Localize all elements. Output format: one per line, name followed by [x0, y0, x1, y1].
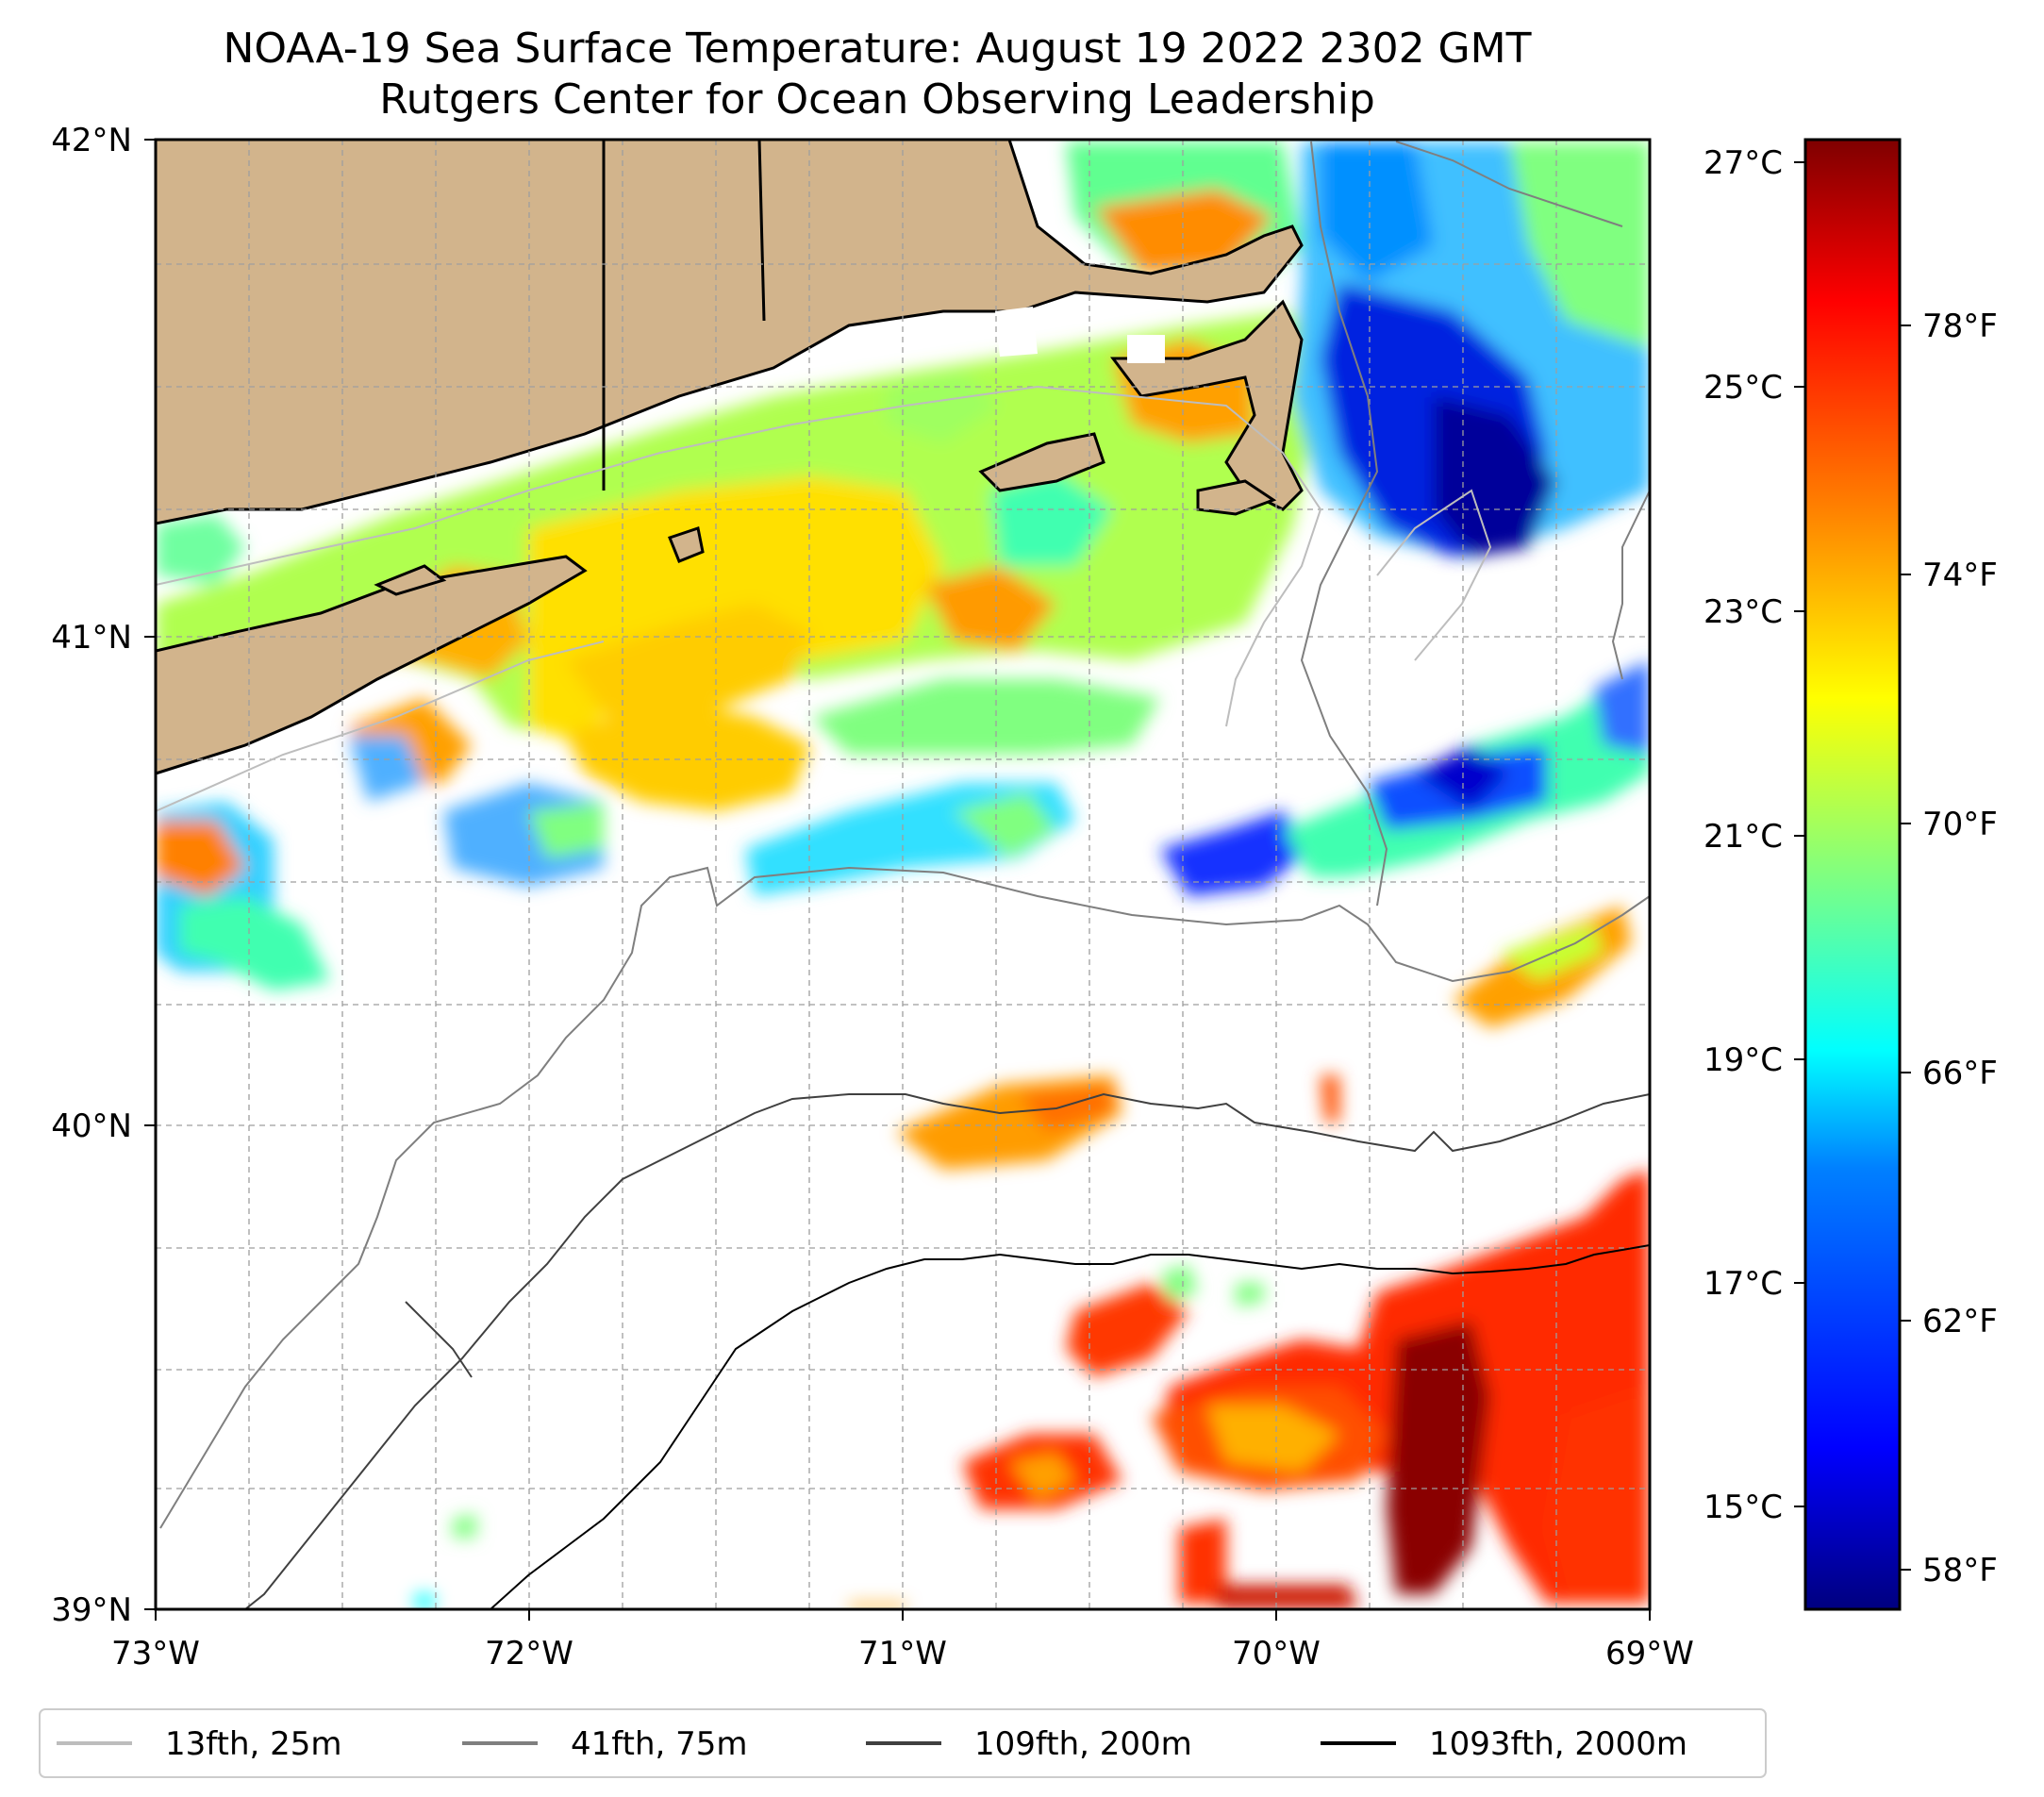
title-line-1: NOAA-19 Sea Surface Temperature: August … — [224, 25, 1532, 73]
y-tick-label: 41°N — [51, 619, 132, 657]
fahrenheit-tick-label: 74°F — [1922, 557, 1998, 594]
x-tick-label: 73°W — [111, 1635, 200, 1672]
legend-item-109fth: 109fth, 200m — [866, 1725, 1192, 1763]
celsius-tick-label: 27°C — [1703, 144, 1783, 182]
celsius-tick-label: 23°C — [1703, 593, 1783, 631]
fahrenheit-tick-label: 62°F — [1922, 1303, 1998, 1340]
x-tick-label: 70°W — [1232, 1635, 1321, 1672]
contour-25m — [156, 385, 1492, 812]
colorbar-gradient — [1803, 138, 1902, 1611]
fahrenheit-tick-label: 78°F — [1922, 308, 1998, 345]
y-tick-label: 42°N — [51, 122, 132, 159]
fahrenheit-tick-label: 70°F — [1922, 806, 1998, 843]
sst-field — [156, 141, 1650, 1609]
x-tick-label: 71°W — [858, 1635, 947, 1672]
celsius-ticks: 27°C 25°C 23°C 21°C 19°C 17°C 15°C — [1703, 144, 1805, 1526]
legend-item-13fth: 13fth, 25m — [57, 1725, 342, 1763]
legend-label: 13fth, 25m — [165, 1725, 342, 1763]
title-line-2: Rutgers Center for Ocean Observing Leade… — [379, 75, 1375, 124]
celsius-tick-label: 17°C — [1703, 1265, 1783, 1303]
legend: 13fth, 25m 41fth, 75m 109fth, 200m 1093f… — [39, 1708, 1767, 1778]
fahrenheit-tick-label: 66°F — [1922, 1055, 1998, 1092]
celsius-tick-label: 25°C — [1703, 369, 1783, 407]
celsius-tick-label: 21°C — [1703, 818, 1783, 856]
legend-label: 109fth, 200m — [974, 1725, 1192, 1763]
land — [156, 140, 1304, 775]
y-tick-label: 39°N — [51, 1591, 132, 1629]
x-tick-label: 69°W — [1605, 1635, 1694, 1672]
grid-lines — [156, 140, 1650, 1609]
x-tick-labels: 73°W 72°W 71°W 70°W 69°W — [111, 1635, 1694, 1672]
contour-200m — [244, 1092, 1650, 1609]
fahrenheit-tick-label: 58°F — [1922, 1552, 1998, 1589]
contour-75m — [159, 141, 1650, 1529]
y-tick-label: 40°N — [51, 1107, 132, 1145]
map-panel — [156, 140, 1650, 1609]
legend-item-41fth: 41fth, 75m — [462, 1725, 748, 1763]
sst-gaps — [995, 307, 1165, 363]
fahrenheit-ticks: 78°F 74°F 70°F 66°F 62°F 58°F — [1900, 308, 1998, 1589]
contour-2000m — [490, 1244, 1650, 1609]
state-boundaries — [602, 140, 766, 491]
y-tick-labels: 42°N 41°N 40°N 39°N — [51, 122, 132, 1629]
celsius-tick-label: 19°C — [1703, 1041, 1783, 1079]
legend-label: 41fth, 75m — [571, 1725, 748, 1763]
axis-tick-marks — [144, 139, 1651, 1621]
legend-item-1093fth: 1093fth, 2000m — [1321, 1725, 1687, 1763]
colorbar: 27°C 25°C 23°C 21°C 19°C 17°C 15°C 78°F … — [1703, 138, 1998, 1611]
legend-label: 1093fth, 2000m — [1429, 1725, 1687, 1763]
x-tick-label: 72°W — [485, 1635, 573, 1672]
celsius-tick-label: 15°C — [1703, 1489, 1783, 1526]
